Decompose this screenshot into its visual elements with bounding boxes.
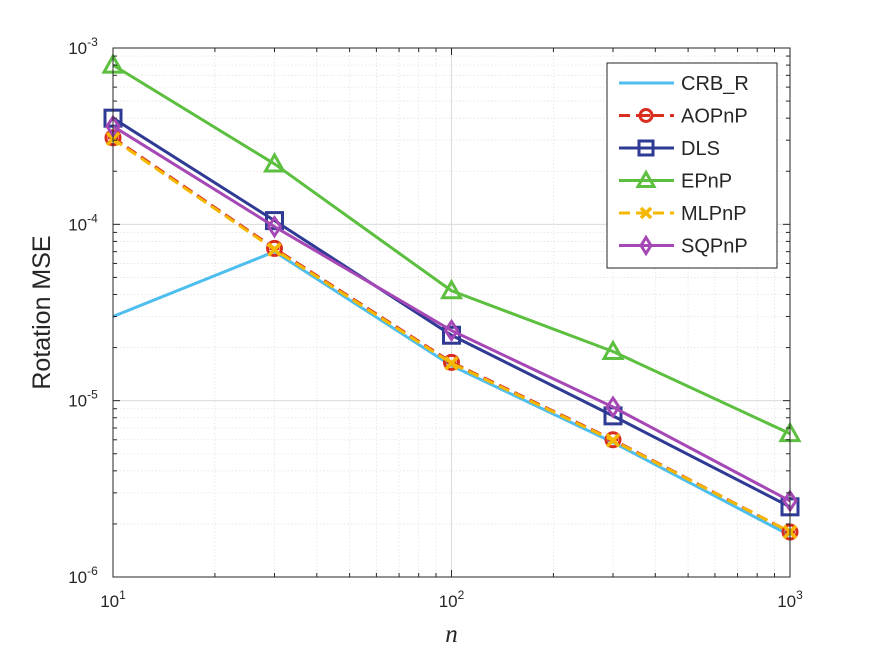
data-point-epnp [601, 339, 625, 361]
x-tick-label: 101 [100, 588, 126, 611]
x-tick-label: 102 [439, 588, 465, 611]
data-point-aopnp [443, 353, 460, 371]
series-line-sqpnp [112, 124, 791, 503]
y-tick-label: 10-4 [68, 211, 98, 234]
y-axis-label: Rotation MSE [28, 235, 56, 389]
series-line-dls [112, 116, 791, 509]
data-point-mlpnp-stroke [605, 433, 621, 448]
data-point-aopnp [266, 239, 284, 257]
y-tick-label: 10-6 [68, 564, 98, 587]
data-point-epnp [439, 278, 464, 300]
legend-item-aopnp: AOPnP [619, 106, 748, 128]
ticks: 101 102 103 10-6 10-5 10-4 10-3 [68, 35, 803, 611]
data-point-aopnp [604, 431, 622, 449]
data-point-sqpnp [443, 318, 460, 343]
legend-label-dls: DLS [681, 138, 720, 160]
legend-marker-mlpnp-stroke [639, 206, 653, 220]
series-line-epnp [112, 63, 791, 436]
legend-label-mlpnp: MLPnP [681, 203, 747, 225]
legend-label-aopnp: AOPnP [681, 106, 748, 128]
legend-item-crb-r: CRB_R [619, 73, 749, 95]
data-point-mlpnp-stroke [267, 242, 282, 257]
y-tick-label: 10-3 [68, 35, 98, 58]
x-axis-label: n [445, 621, 458, 648]
series-lines [101, 53, 802, 541]
data-point-sqpnp [605, 395, 621, 419]
x-tick-label: 103 [777, 588, 803, 611]
legend-box [606, 62, 778, 269]
legend-marker-epnp [635, 169, 657, 188]
legend: CRB_R AOPnP DLS EPnP MLPnP SQPnP [606, 62, 778, 269]
series-line-mlpnp [112, 137, 791, 534]
data-point-mlpnp-stroke [444, 356, 459, 371]
y-tick-label: 10-5 [68, 388, 98, 411]
legend-items: CRB_R AOPnP DLS EPnP MLPnP SQPnP [619, 73, 749, 258]
legend-marker-sqpnp [639, 234, 653, 257]
legend-item-sqpnp: SQPnP [619, 234, 748, 258]
legend-marker-dls [637, 139, 655, 157]
data-point-epnp [262, 151, 287, 173]
legend-item-dls: DLS [619, 138, 720, 160]
legend-marker-aopnp [638, 108, 654, 123]
data-point-sqpnp [266, 214, 283, 239]
legend-label-crb-r: CRB_R [681, 73, 749, 95]
legend-item-epnp: EPnP [619, 169, 732, 193]
legend-label-sqpnp: SQPnP [681, 236, 748, 258]
legend-label-epnp: EPnP [681, 171, 732, 193]
legend-item-mlpnp: MLPnP [619, 203, 747, 225]
